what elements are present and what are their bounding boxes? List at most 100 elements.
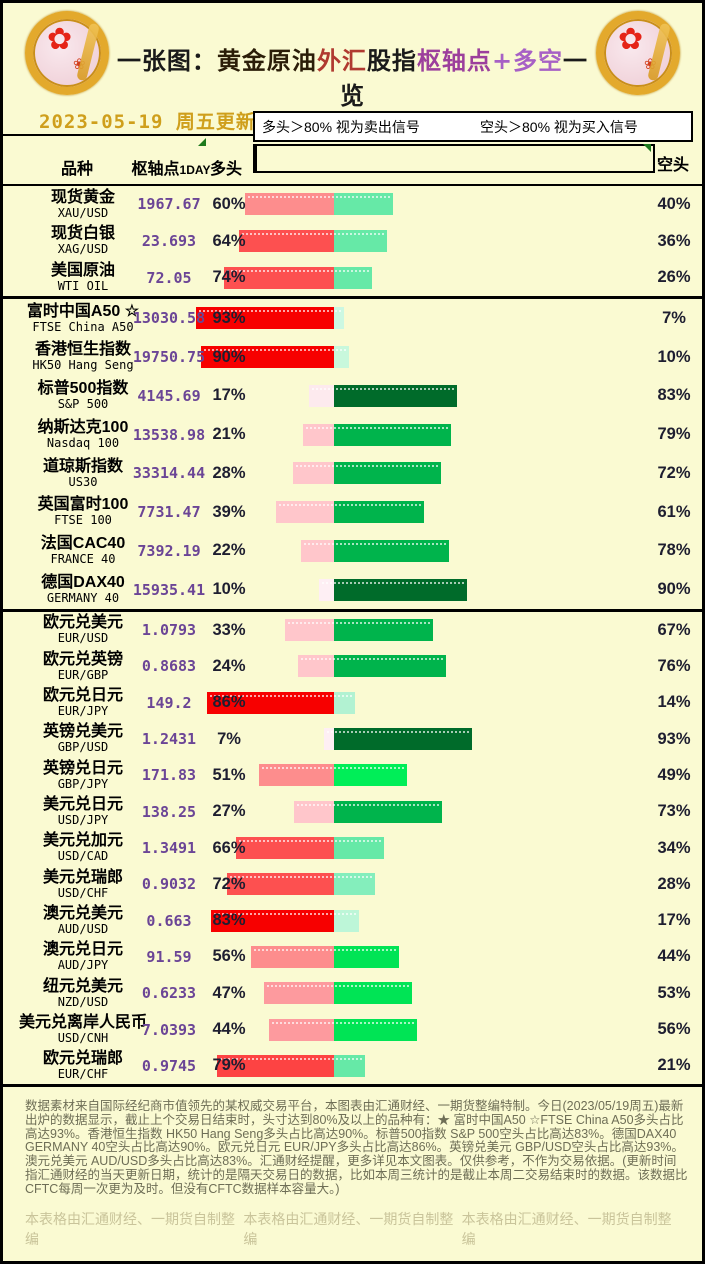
symbol-name: 标普500指数 S&P 500	[9, 377, 157, 416]
symbol-name: 欧元兑英镑 EUR/GBP	[9, 648, 157, 684]
symbol-name-cn: 现货黄金	[50, 188, 115, 206]
short-bar-segment	[333, 619, 434, 642]
long-percent: 93%	[212, 308, 246, 327]
pivot-value: 7.0393	[141, 1020, 197, 1039]
short-percent: 14%	[657, 693, 691, 712]
symbol-name-en: XAU/USD	[57, 205, 109, 220]
gold-vine-decoration	[76, 22, 100, 82]
symbol-name: 现货白银 XAG/USD	[9, 223, 157, 260]
short-percent: 26%	[657, 268, 691, 287]
table-row: 标普500指数 S&P 500 4145.69 17% 83%	[3, 377, 702, 416]
symbol-name-cn: 富时中国A50 ☆	[26, 302, 140, 320]
symbol-name: 欧元兑日元 EUR/JPY	[9, 685, 157, 721]
symbol-name: 英镑兑美元 GBP/USD	[9, 721, 157, 757]
long-bar-segment	[276, 501, 334, 524]
short-bar-segment	[333, 873, 376, 896]
short-percent: 90%	[657, 580, 691, 599]
table-section-forex: 欧元兑美元 EUR/USD 1.0793 33% 67% 欧元兑英镑 EUR/GBP 0.86…	[3, 609, 702, 1087]
symbol-name-en: USD/CHF	[57, 885, 109, 900]
symbol-name-cn: 香港恒生指数	[34, 341, 131, 359]
flower-icon: ✿	[47, 23, 73, 56]
long-percent: 39%	[212, 502, 246, 521]
long-short-bar	[268, 1018, 417, 1041]
table-row: 香港恒生指数 HK50 Hang Seng 19750.75 90% 10%	[3, 338, 702, 377]
symbol-name-en: USD/CNH	[57, 1030, 109, 1045]
title-segment: 枢轴点	[416, 46, 492, 75]
short-bar-segment	[333, 909, 360, 932]
long-short-bar	[264, 982, 413, 1005]
pivot-value: 149.2	[146, 693, 192, 712]
pivot-value: 4145.69	[137, 386, 201, 405]
column-header-pivot: 枢轴点1DAY	[121, 155, 221, 179]
symbol-name-en: AUD/USD	[57, 921, 109, 936]
footer-area: 数据素材来自国际经纪商市值领先的某权威交易平台，本图表由汇通财经、一期货整编特制…	[3, 1087, 702, 1249]
short-percent: 53%	[657, 983, 691, 1002]
bar-dotted-line	[230, 876, 373, 879]
table-row: 美元兑瑞郎 USD/CHF 0.9032 72% 28%	[3, 866, 702, 902]
symbol-name-cn: 澳元兑日元	[42, 941, 123, 959]
symbol-name-en: EUR/CHF	[57, 1067, 109, 1082]
short-bar-segment	[333, 837, 385, 860]
title-segment: 一览	[340, 46, 589, 110]
symbol-name-en: USD/JPY	[57, 812, 109, 827]
scale-cell	[255, 146, 257, 171]
symbol-name: 德国DAX40 GERMANY 40	[9, 570, 157, 609]
symbol-name: 澳元兑日元 AUD/JPY	[9, 939, 157, 975]
short-percent: 36%	[657, 231, 691, 250]
short-bar-segment	[333, 462, 441, 485]
pivot-value: 72.05	[146, 268, 192, 287]
short-percent: 44%	[657, 947, 691, 966]
symbol-name: 法国CAC40 FRANCE 40	[9, 532, 157, 571]
long-bar-segment	[302, 423, 334, 446]
table-row: 纽元兑美元 NZD/USD 0.6233 47% 53%	[3, 975, 702, 1011]
short-percent: 93%	[657, 729, 691, 748]
table-row: 现货白银 XAG/USD 23.693 64% 36%	[3, 223, 702, 260]
symbol-name: 美元兑加元 USD/CAD	[9, 830, 157, 866]
long-short-bar	[251, 945, 400, 968]
short-bar-segment	[333, 384, 457, 407]
legend: 多头＞80% 视为卖出信号 空头＞80% 视为买入信号	[253, 111, 693, 142]
flower-icon: ✿	[618, 23, 644, 56]
long-bar-segment	[301, 539, 334, 562]
pivot-value: 0.9032	[141, 875, 197, 894]
pivot-header-main: 枢轴点	[131, 161, 180, 178]
bar-dotted-line	[239, 840, 382, 843]
symbol-name-cn: 欧元兑美元	[42, 614, 123, 632]
short-percent: 76%	[657, 656, 691, 675]
long-bar-segment	[292, 462, 334, 485]
table-row: 英镑兑美元 GBP/USD 1.2431 7% 93%	[3, 721, 702, 757]
title-segment: +多空	[491, 46, 564, 75]
short-percent: 67%	[657, 620, 691, 639]
symbol-name: 现货黄金 XAU/USD	[9, 186, 157, 223]
bar-dotted-line	[271, 1021, 414, 1024]
bar-dotted-line	[199, 310, 342, 313]
short-percent: 83%	[657, 386, 691, 405]
long-percent: 74%	[212, 268, 246, 287]
short-percent: 56%	[657, 1020, 691, 1039]
table-row: 美元兑加元 USD/CAD 1.3491 66% 34%	[3, 830, 702, 866]
bar-dotted-line	[322, 581, 465, 584]
bar-dotted-line	[261, 767, 404, 770]
short-bar-segment	[333, 945, 400, 968]
long-percent: 44%	[212, 1020, 246, 1039]
long-percent: 21%	[212, 425, 246, 444]
symbol-name-cn: 德国DAX40	[41, 573, 125, 591]
symbol-name-en: WTI OIL	[57, 278, 109, 293]
table-row: 法国CAC40 FRANCE 40 7392.19 22% 78%	[3, 532, 702, 571]
symbol-name-en: XAG/USD	[57, 242, 109, 257]
header-divider-line	[3, 134, 253, 136]
pivot-value: 33314.44	[132, 464, 206, 483]
long-percent: 22%	[212, 541, 246, 560]
pivot-value: 23.693	[141, 232, 197, 250]
comment-marker-icon	[198, 138, 206, 146]
brand-coin-logo: ✿ ❀	[25, 11, 109, 95]
symbol-name-cn: 标普500指数	[37, 380, 129, 398]
short-bar-segment	[333, 578, 468, 601]
symbol-name-en: USD/CAD	[57, 849, 109, 864]
pivot-value: 1.3491	[141, 839, 197, 858]
table-row: 德国DAX40 GERMANY 40 15935.41 10% 90%	[3, 570, 702, 609]
bar-dotted-line	[209, 694, 352, 697]
update-date: 2023-05-19 周五更新	[39, 111, 256, 133]
short-bar-segment	[333, 728, 472, 751]
